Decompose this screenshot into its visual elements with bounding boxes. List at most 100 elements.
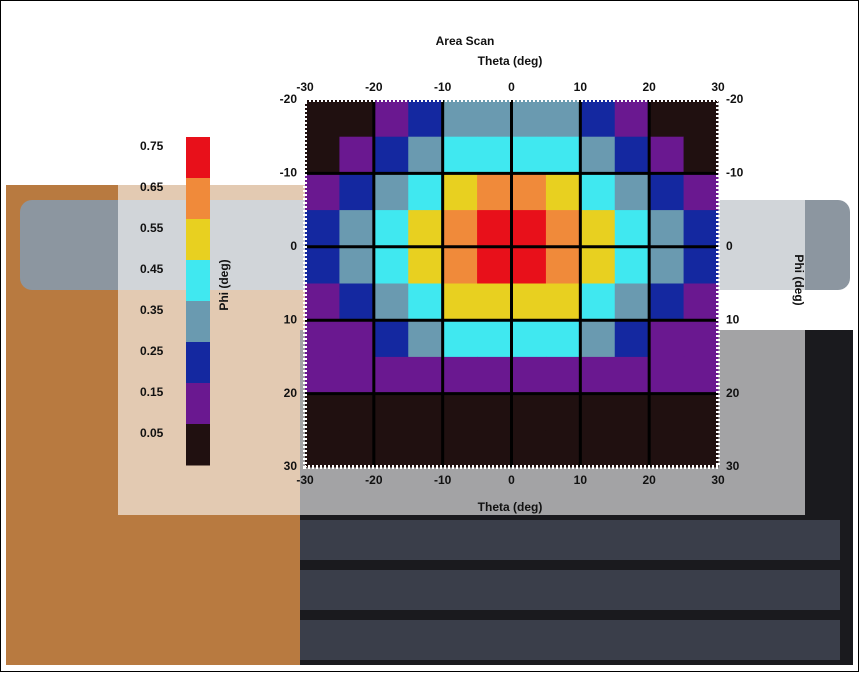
colorbar-swatch [186, 219, 210, 261]
heat-cell [442, 100, 478, 138]
x-tick-label: -20 [365, 80, 383, 94]
heat-cell [614, 356, 650, 395]
heat-cell [305, 283, 340, 321]
x-tick-label: -30 [296, 80, 314, 94]
heat-cell [477, 210, 512, 248]
heat-cell [545, 356, 581, 395]
heat-cell [649, 283, 685, 321]
heat-cell [442, 320, 478, 358]
heat-cell [305, 320, 340, 358]
heat-cell [649, 356, 685, 395]
heat-cell [580, 210, 616, 248]
heat-cell [614, 246, 650, 284]
heat-cell [649, 320, 685, 358]
y-tick-label: 0 [726, 239, 733, 253]
heat-cell [442, 356, 478, 395]
heat-cell [373, 100, 409, 138]
heat-cell [305, 100, 340, 138]
colorbar-label: 0.55 [140, 221, 164, 235]
x-tick-label: -10 [434, 80, 452, 94]
heat-cell [580, 283, 616, 321]
x-tick-label: 20 [642, 473, 656, 487]
heat-cell [649, 430, 685, 468]
colorbar-label: 0.75 [140, 139, 164, 153]
heat-cell [305, 246, 340, 284]
colorbar-label: 0.15 [140, 385, 164, 399]
y-tick-label: 30 [726, 459, 740, 473]
heat-cell [477, 100, 512, 138]
heat-cell [511, 210, 547, 248]
heat-cell [580, 246, 616, 284]
heat-cell [305, 356, 340, 395]
heat-cell [614, 173, 650, 211]
heat-cell [408, 430, 444, 468]
heat-cell [477, 136, 512, 174]
y-tick-label: -10 [280, 166, 298, 180]
heat-cell [339, 283, 375, 321]
y-tick-label: 10 [726, 312, 740, 326]
heat-cell [339, 393, 375, 431]
heat-cell [373, 283, 409, 321]
heat-cell [614, 393, 650, 431]
y-tick-label: 20 [284, 386, 298, 400]
heat-cell [511, 320, 547, 358]
heat-cell [373, 393, 409, 431]
heat-cell [580, 100, 616, 138]
heat-cell [683, 356, 719, 395]
heat-cell [580, 173, 616, 211]
heat-cell [683, 100, 719, 138]
heat-cell [305, 173, 340, 211]
heat-cell [442, 173, 478, 211]
heat-cell [339, 173, 375, 211]
x-tick-label: -30 [296, 473, 314, 487]
key-row [300, 570, 840, 610]
colorbar-swatch [186, 301, 210, 343]
heat-cell [580, 430, 616, 468]
y-tick-label: -10 [726, 166, 744, 180]
heat-cell [373, 210, 409, 248]
x-tick-label: 0 [508, 473, 515, 487]
heat-cell [511, 100, 547, 138]
colorbar-swatch [186, 342, 210, 384]
colorbar-label: 0.35 [140, 303, 164, 317]
heat-cell [305, 430, 340, 468]
heat-cell [442, 283, 478, 321]
heat-cell [545, 100, 581, 138]
heat-cell [649, 173, 685, 211]
heat-cell [511, 246, 547, 284]
heat-cell [545, 320, 581, 358]
keyboard [300, 520, 840, 660]
heat-cell [339, 356, 375, 395]
key-row [300, 520, 840, 560]
heat-cell [373, 136, 409, 174]
heat-cell [580, 320, 616, 358]
heat-cell [545, 136, 581, 174]
colorbar-label: 0.65 [140, 180, 164, 194]
x-axis-label: Theta (deg) [478, 500, 543, 514]
heat-cell [614, 210, 650, 248]
heat-cell [408, 136, 444, 174]
heat-cell [649, 136, 685, 174]
heat-cell [408, 393, 444, 431]
y-tick-label: 0 [290, 239, 297, 253]
y-tick-label: -20 [726, 92, 744, 106]
heat-cell [373, 320, 409, 358]
x-tick-label: -20 [365, 473, 383, 487]
heat-cell [442, 246, 478, 284]
heat-cell [442, 430, 478, 468]
heat-cell [373, 430, 409, 468]
x-tick-label: 10 [574, 473, 588, 487]
y-tick-label: 30 [284, 459, 298, 473]
heat-cell [408, 100, 444, 138]
heat-cell [373, 173, 409, 211]
x-tick-label: 30 [711, 473, 725, 487]
colorbar-label: 0.05 [140, 426, 164, 440]
x-tick-label: 10 [574, 80, 588, 94]
heat-cell [649, 210, 685, 248]
heat-cell [477, 283, 512, 321]
colorbar-label: 0.25 [140, 344, 164, 358]
heat-cell [408, 356, 444, 395]
heat-cell [545, 393, 581, 431]
colorbar-swatch [186, 424, 210, 466]
plot-frame [303, 98, 720, 469]
